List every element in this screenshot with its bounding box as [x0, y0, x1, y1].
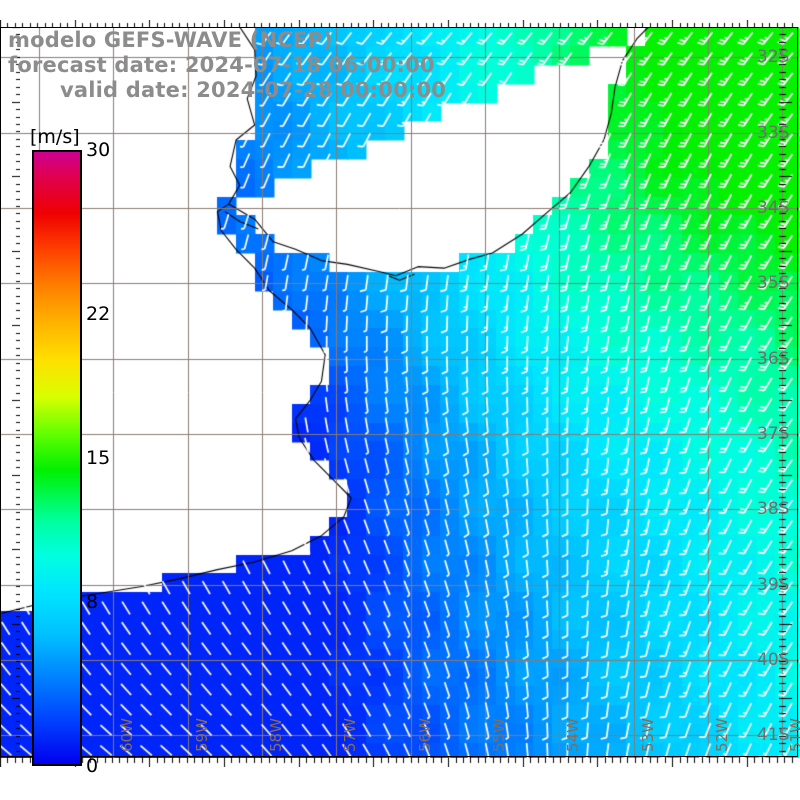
lon-label-57W: 57W	[341, 718, 360, 752]
lon-label-58W: 58W	[267, 718, 286, 752]
lat-label-40S: 40S	[757, 650, 790, 671]
colorbar-tick-22: 22	[86, 303, 111, 326]
map-plot-area	[0, 27, 799, 758]
colorbar-tick-8: 8	[86, 590, 99, 613]
title-forecast-date: forecast date: 2024-07-18 06:00:00	[8, 53, 435, 77]
title-model-line: modelo GEFS-WAVE (NCEP)	[8, 28, 333, 52]
title-valid-date: valid date: 2024-07-28 00:00:00	[60, 78, 447, 102]
lat-label-38S: 38S	[757, 499, 790, 520]
colorbar-tick-30: 30	[86, 139, 111, 161]
right-axis-ticks	[779, 27, 799, 758]
lat-label-34S: 34S	[757, 197, 790, 218]
lon-label-59W: 59W	[192, 718, 211, 752]
colorbar-gradient	[32, 150, 82, 766]
lon-label-54W: 54W	[564, 718, 583, 752]
top-axis-ticks	[0, 20, 799, 28]
lon-label-60W: 60W	[118, 718, 137, 752]
bottom-axis-ticks	[0, 757, 799, 767]
figure-title: modelo GEFS-WAVE (NCEP) forecast date: 20…	[8, 28, 446, 103]
left-axis-ticks	[12, 27, 20, 758]
wind-barb-overlay	[0, 27, 799, 758]
lon-label-53W: 53W	[638, 718, 657, 752]
colorbar-tick-15: 15	[86, 447, 111, 469]
colorbar	[32, 150, 82, 766]
lon-label-55W: 55W	[489, 718, 508, 752]
lon-label-52W: 52W	[712, 718, 731, 752]
lon-label-56W: 56W	[415, 718, 434, 752]
lat-label-36S: 36S	[757, 348, 790, 369]
lon-label-51W: 51W	[787, 718, 800, 752]
lat-label-32S: 32S	[757, 47, 790, 68]
lat-label-35S: 35S	[757, 273, 790, 294]
colorbar-tick-0: 0	[86, 755, 99, 777]
lat-label-41S: 41S	[757, 725, 790, 746]
lat-label-39S: 39S	[757, 574, 790, 595]
colorbar-unit-label: [m/s]	[30, 126, 80, 148]
lat-label-37S: 37S	[757, 423, 790, 444]
lat-label-33S: 33S	[757, 122, 790, 143]
